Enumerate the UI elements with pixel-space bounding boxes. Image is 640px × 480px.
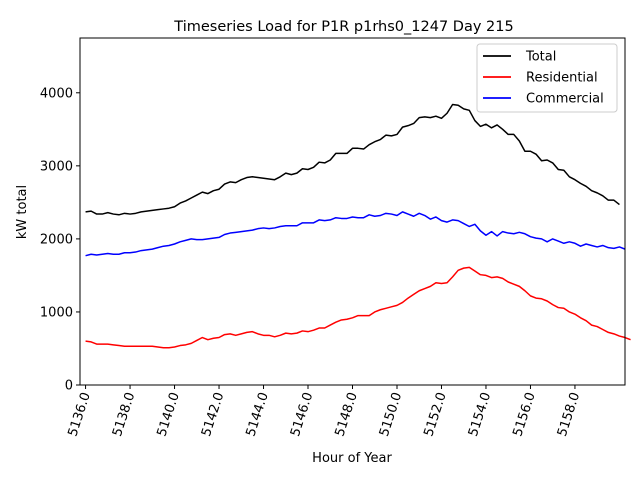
legend: Total Residential Commercial — [476, 43, 618, 113]
legend-label-total: Total — [525, 50, 556, 65]
chart-title: Timeseries Load for P1R p1rhs0_1247 Day … — [173, 19, 513, 35]
legend-label-residential: Residential — [526, 71, 598, 86]
y-tick-label: 0 — [65, 379, 73, 394]
series-line-total — [85, 103, 620, 216]
y-tick-label: 1000 — [40, 305, 73, 320]
y-tick-label: 3000 — [40, 159, 73, 174]
x-axis-label: Hour of Year — [312, 451, 392, 466]
y-axis-ticks: 0 1000 2000 3000 4000 — [40, 86, 80, 394]
legend-box — [476, 43, 618, 113]
y-tick-label: 4000 — [40, 86, 73, 101]
series-layer — [85, 103, 631, 349]
y-tick-label: 2000 — [40, 232, 73, 247]
legend-label-commercial: Commercial — [526, 92, 604, 107]
y-axis-label: kW total — [15, 185, 30, 239]
series-line-residential — [85, 266, 631, 349]
series-line-commercial — [85, 211, 626, 257]
